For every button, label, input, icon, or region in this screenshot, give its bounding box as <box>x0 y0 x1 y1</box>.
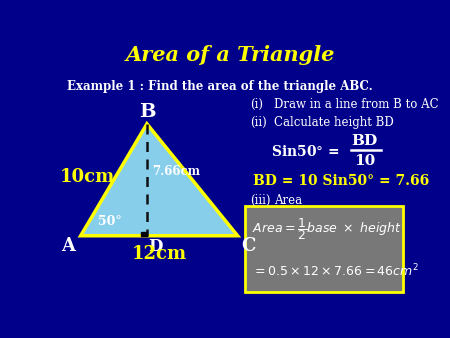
FancyBboxPatch shape <box>245 206 403 292</box>
Text: (ii): (ii) <box>250 116 266 129</box>
Polygon shape <box>141 232 147 236</box>
Text: BD: BD <box>352 134 378 148</box>
Text: A: A <box>62 237 76 255</box>
Text: C: C <box>241 237 255 255</box>
Text: 12cm: 12cm <box>131 245 187 263</box>
Text: (i): (i) <box>250 98 263 111</box>
Text: Area: Area <box>274 194 302 207</box>
Text: Example 1 : Find the area of the triangle ABC.: Example 1 : Find the area of the triangl… <box>67 80 373 93</box>
Polygon shape <box>81 124 238 236</box>
Text: 10cm: 10cm <box>60 168 115 186</box>
Text: $Area = \dfrac{1}{2}base\ \times\ height$: $Area = \dfrac{1}{2}base\ \times\ height… <box>252 216 401 242</box>
Text: 50°: 50° <box>99 215 122 228</box>
Text: 10: 10 <box>354 154 375 168</box>
Text: (iii): (iii) <box>250 194 270 207</box>
Text: Sin50$\degree$ =: Sin50$\degree$ = <box>271 144 339 159</box>
Text: $= 0.5 \times 12 \times 7.66 = 46cm^{2}$: $= 0.5 \times 12 \times 7.66 = 46cm^{2}$ <box>252 263 418 279</box>
Text: D: D <box>148 238 163 255</box>
Text: B: B <box>139 103 155 121</box>
Text: Area of a Triangle: Area of a Triangle <box>126 45 335 65</box>
Text: Draw in a line from B to AC: Draw in a line from B to AC <box>274 98 439 111</box>
Text: 7.66cm: 7.66cm <box>153 166 201 178</box>
Text: Calculate height BD: Calculate height BD <box>274 116 394 129</box>
Text: BD = 10 Sin50° = 7.66: BD = 10 Sin50° = 7.66 <box>253 174 430 188</box>
